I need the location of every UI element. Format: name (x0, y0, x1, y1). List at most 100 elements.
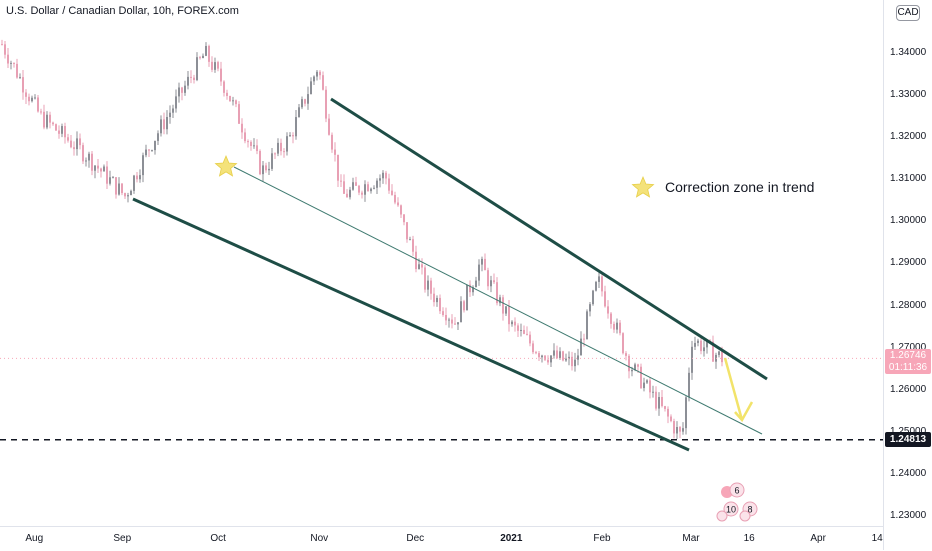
time-tick-label: 14 (871, 533, 883, 544)
candle-body (79, 138, 81, 146)
candle-body (472, 287, 474, 293)
candle-body (643, 382, 645, 389)
event-badge-count: 10 (726, 505, 736, 515)
candle-body (673, 421, 675, 434)
candle-body (292, 135, 294, 137)
candle-body (460, 301, 462, 323)
candle-body (427, 280, 429, 290)
candle-body (85, 160, 87, 162)
star-marker-icon[interactable] (214, 154, 238, 177)
candle-body (142, 155, 144, 176)
event-badge-icon[interactable] (729, 482, 745, 498)
candle-body (478, 264, 480, 281)
candle-body (622, 333, 624, 354)
candle-body (469, 284, 471, 293)
candle-body (391, 190, 393, 195)
candle-body (430, 280, 432, 294)
candle-body (712, 341, 714, 362)
candle-body (634, 364, 636, 370)
candle-body (592, 290, 594, 305)
candle-body (466, 284, 468, 311)
price-scale[interactable]: 1.34000 1.33000 1.32000 1.31000 1.30000 1.290… (883, 0, 932, 550)
candle-body (4, 44, 6, 55)
candle-body (610, 313, 612, 324)
channel-lower-trendline[interactable] (132, 197, 690, 452)
candle-body (598, 276, 600, 282)
candle-body (115, 177, 117, 195)
candle-body (364, 184, 366, 195)
candle-body (646, 380, 648, 383)
legend-star-icon[interactable] (631, 175, 655, 198)
symbol-title[interactable]: U.S. Dollar / Canadian Dollar, 10h, FORE… (6, 5, 239, 17)
candle-body (589, 304, 591, 312)
candle-body (124, 193, 126, 197)
channel-midline[interactable] (233, 166, 763, 435)
candle-body (280, 142, 282, 152)
candle-body (52, 122, 54, 125)
event-badge-icon[interactable] (723, 501, 739, 517)
annotation-text[interactable]: Correction zone in trend (665, 179, 815, 195)
candle-body (487, 270, 489, 287)
candle-body (580, 338, 582, 356)
candle-body (235, 100, 237, 105)
candle-body (193, 77, 195, 81)
event-marker-icon[interactable] (739, 510, 751, 522)
candle-body (616, 322, 618, 330)
candle-body (310, 81, 312, 95)
price-tick-label: 1.23000 (890, 510, 927, 521)
candle-body (94, 165, 96, 171)
candle-body (268, 168, 270, 171)
candle-body (604, 291, 606, 307)
candle-body (418, 264, 420, 270)
candle-body (514, 321, 516, 326)
candle-body (322, 75, 324, 90)
candle-body (40, 111, 42, 113)
event-marker-icon[interactable] (716, 510, 728, 522)
candle-body (526, 333, 528, 335)
time-tick-label: Aug (25, 533, 44, 544)
candle-body (25, 92, 27, 97)
candle-body (334, 149, 336, 155)
candle-body (538, 353, 540, 358)
candle-body (670, 416, 672, 422)
candle-body (16, 63, 18, 78)
current-price-value: 1.26746 (889, 350, 927, 361)
candle-body (436, 297, 438, 303)
candle-body (541, 355, 543, 358)
candle-body (625, 353, 627, 356)
chart-area[interactable]: 6 10 8 U.S. Dollar / Canadian Dollar, 10h,… (0, 0, 883, 526)
candle-body (442, 311, 444, 315)
candle-body (655, 391, 657, 409)
time-tick-label: Nov (310, 533, 329, 544)
projection-arrow-shaft[interactable] (723, 357, 744, 421)
candle-body (532, 343, 534, 353)
candle-body (694, 342, 696, 347)
candle-body (106, 166, 108, 184)
currency-badge[interactable]: CAD (896, 5, 920, 21)
candle-body (667, 408, 669, 417)
candle-body (340, 180, 342, 182)
candle-body (583, 338, 585, 340)
candle-body (586, 311, 588, 340)
support-price-value: 1.24813 (889, 434, 927, 445)
candle-body (229, 95, 231, 102)
channel-upper-trendline[interactable] (330, 97, 768, 381)
time-tick-label: Mar (682, 533, 700, 544)
candle-body (166, 117, 168, 130)
time-scale[interactable]: Aug Sep Oct Nov Dec 2021 Feb Mar 16 Apr 14 (0, 526, 883, 551)
event-badge-count: 6 (734, 486, 739, 496)
candle-body (700, 340, 702, 352)
candle-body (127, 195, 129, 197)
candle-body (208, 45, 210, 62)
candle-body (172, 108, 174, 113)
chart-canvas[interactable]: 6 10 8 (0, 0, 883, 526)
candle-body (253, 145, 255, 147)
candle-body (196, 57, 198, 81)
projection-arrow-head[interactable] (734, 401, 754, 423)
candle-body (109, 177, 111, 184)
price-tick-label: 1.25000 (890, 426, 926, 437)
candle-body (523, 329, 525, 334)
candle-body (88, 153, 90, 161)
candle-body (199, 57, 201, 59)
